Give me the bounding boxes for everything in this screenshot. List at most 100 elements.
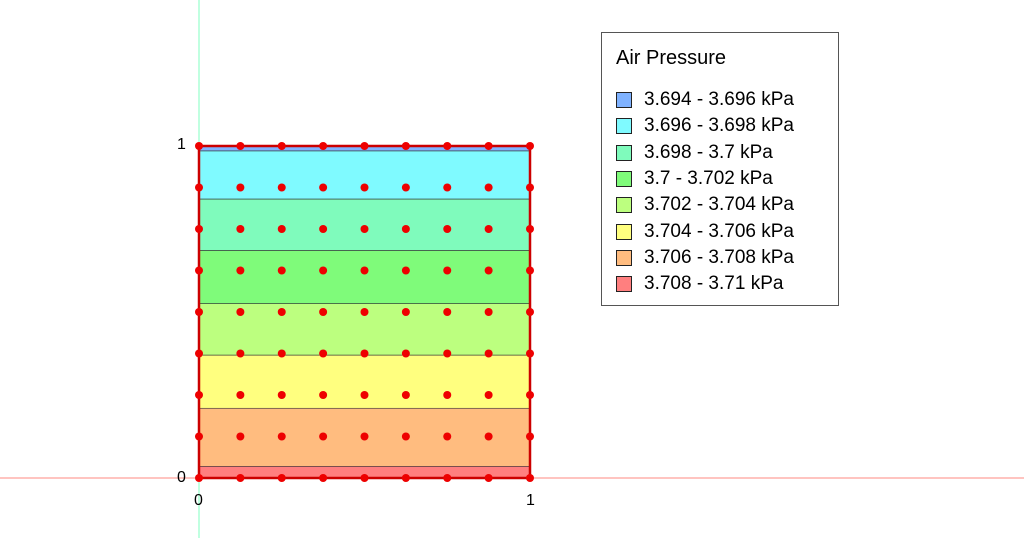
legend-swatch — [616, 276, 632, 293]
mesh-node — [360, 474, 369, 482]
y-tick-label-min: 0 — [177, 469, 186, 486]
mesh-node — [360, 308, 369, 316]
mesh-node — [236, 349, 245, 358]
x-tick-label-max: 1 — [526, 492, 535, 509]
mesh-node — [526, 349, 534, 358]
mesh-node — [236, 183, 245, 192]
mesh-node — [236, 391, 245, 399]
mesh-node — [401, 266, 410, 275]
mesh-node — [277, 432, 286, 441]
mesh-node — [443, 266, 452, 275]
mesh-node — [277, 474, 286, 482]
legend-swatch — [616, 170, 632, 187]
y-tick-label-max: 1 — [177, 136, 186, 153]
mesh-node — [319, 391, 328, 399]
mesh-node — [443, 349, 452, 358]
mesh-node — [484, 308, 493, 316]
mesh-node — [277, 225, 286, 233]
mesh-node — [319, 266, 328, 275]
pressure-band-3 — [198, 250, 531, 305]
mesh-node — [277, 349, 286, 358]
mesh-node — [401, 225, 410, 233]
legend-swatch — [616, 249, 632, 266]
mesh-node — [526, 183, 534, 192]
x-tick-label-min: 0 — [194, 492, 203, 509]
mesh-node — [401, 474, 410, 482]
mesh-node — [277, 391, 286, 399]
mesh-node — [319, 183, 328, 192]
legend: Air Pressure 3.694 - 3.696 kPa 3.696 - 3.… — [601, 32, 839, 306]
mesh-node — [277, 142, 286, 150]
pressure-band-5 — [198, 354, 531, 409]
mesh-node — [526, 432, 534, 441]
legend-label: 3.698 - 3.7 kPa — [644, 141, 773, 163]
mesh-node — [195, 432, 203, 441]
mesh-node — [236, 432, 245, 441]
mesh-node — [526, 225, 534, 233]
legend-swatch — [616, 144, 632, 161]
legend-swatch — [616, 197, 632, 214]
pressure-band-2 — [198, 198, 531, 251]
mesh-node — [195, 142, 203, 150]
mesh-node — [277, 266, 286, 275]
mesh-node — [319, 142, 328, 150]
mesh-node — [236, 474, 245, 482]
mesh-node — [195, 349, 203, 358]
mesh-node — [443, 432, 452, 441]
mesh-node — [484, 225, 493, 233]
mesh-node — [484, 474, 493, 482]
legend-label: 3.706 - 3.708 kPa — [644, 246, 794, 268]
mesh-node — [526, 266, 534, 275]
mesh-node — [401, 349, 410, 358]
legend-swatch — [616, 92, 632, 108]
mesh-node — [401, 308, 410, 316]
legend-swatch — [616, 118, 632, 135]
mesh-node — [526, 142, 534, 150]
mesh-node — [195, 391, 203, 399]
mesh-node — [195, 474, 203, 482]
mesh-node — [443, 391, 452, 399]
mesh-node — [236, 308, 245, 316]
mesh-node — [443, 183, 452, 192]
mesh-node — [526, 308, 534, 316]
legend-label: 3.704 - 3.706 kPa — [644, 220, 794, 242]
mesh-node — [236, 225, 245, 233]
mesh-node — [484, 391, 493, 399]
mesh-node — [360, 432, 369, 441]
mesh-node — [484, 266, 493, 275]
legend-swatch — [616, 223, 632, 240]
mesh-node — [195, 225, 203, 233]
legend-title: Air Pressure — [616, 47, 727, 69]
mesh-node — [526, 391, 534, 399]
mesh-node — [319, 432, 328, 441]
mesh-node — [319, 225, 328, 233]
mesh-node — [443, 308, 452, 316]
mesh-node — [443, 474, 452, 482]
mesh-node — [443, 225, 452, 233]
mesh-node — [319, 349, 328, 358]
mesh-node — [236, 142, 245, 150]
mesh-node — [360, 142, 369, 150]
legend-label: 3.696 - 3.698 kPa — [644, 115, 794, 137]
mesh-node — [401, 391, 410, 399]
mesh-node — [195, 266, 203, 275]
mesh-node — [484, 432, 493, 441]
mesh-node — [484, 349, 493, 358]
mesh-node — [360, 183, 369, 192]
mesh-node — [443, 142, 452, 150]
mesh-node — [360, 391, 369, 399]
mesh-node — [526, 474, 534, 482]
legend-label: 3.708 - 3.71 kPa — [644, 273, 784, 295]
mesh-node — [319, 474, 328, 482]
mesh-node — [360, 349, 369, 358]
mesh-node — [401, 432, 410, 441]
mesh-node — [195, 308, 203, 316]
mesh-node — [360, 266, 369, 275]
pressure-band-1 — [198, 150, 531, 200]
mesh-node — [319, 308, 328, 316]
mesh-node — [401, 142, 410, 150]
legend-label: 3.7 - 3.702 kPa — [644, 167, 773, 189]
mesh-node — [277, 183, 286, 192]
mesh-node — [484, 142, 493, 150]
